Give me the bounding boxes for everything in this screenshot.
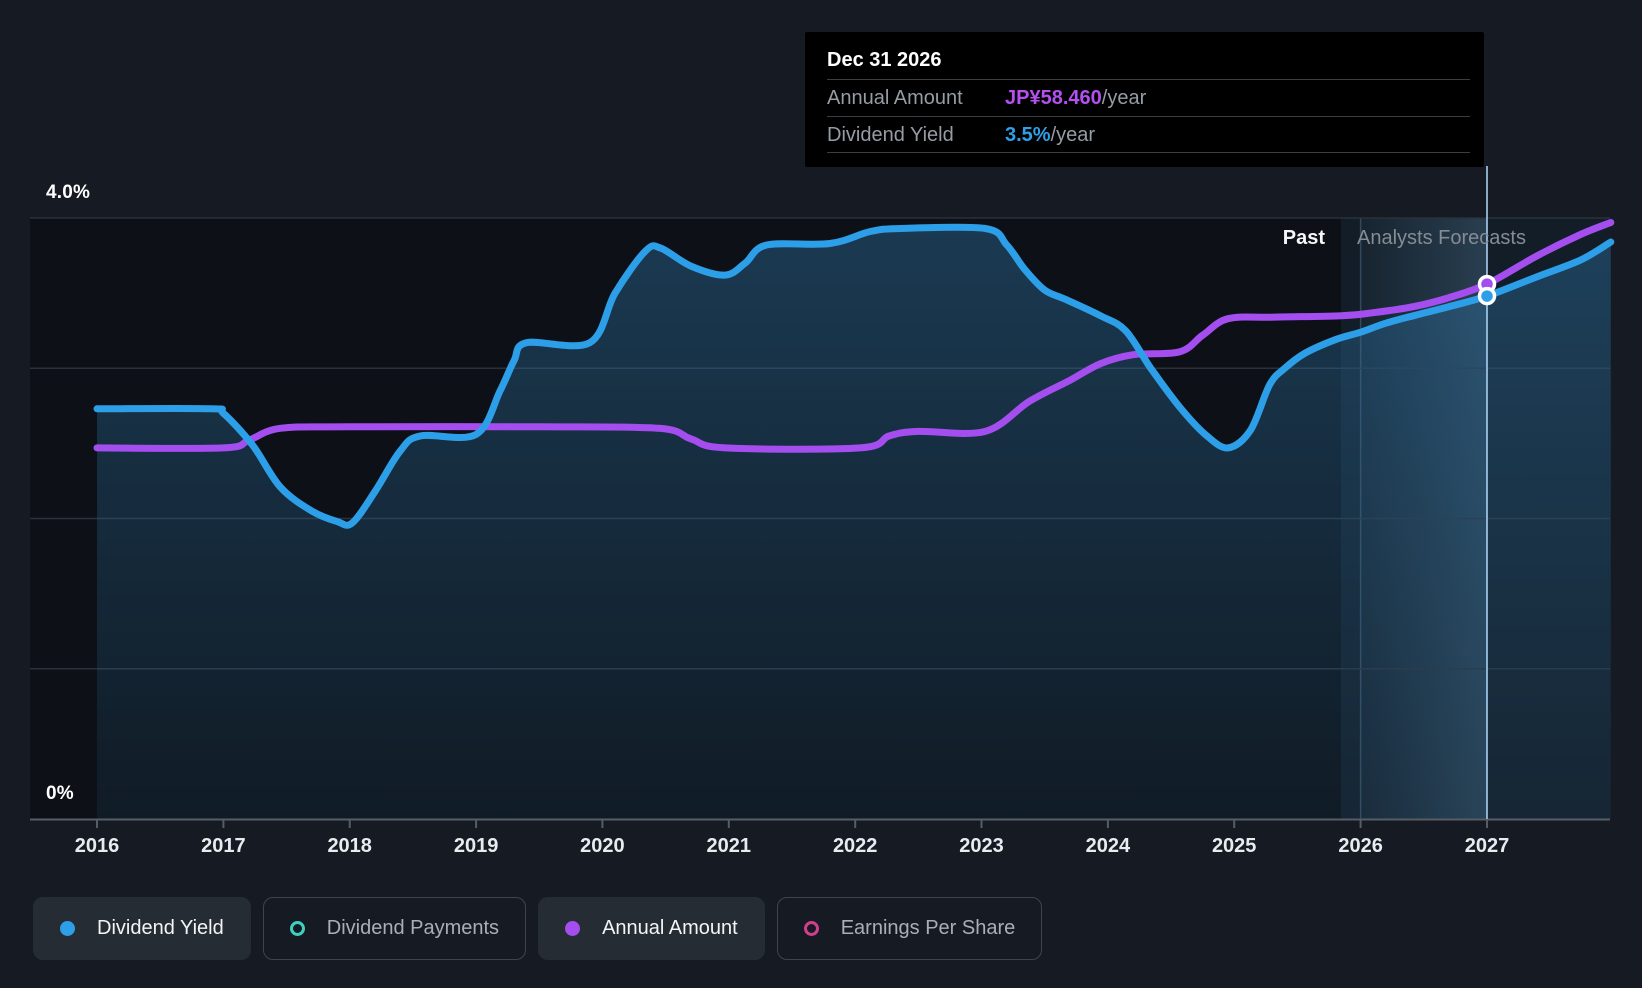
y-axis-bottom-label: 0% <box>46 783 74 804</box>
dividend-payments-ring-icon <box>289 921 305 936</box>
earnings-per-share-ring-icon <box>803 921 819 936</box>
dividend-yield-value: 3.5%/year <box>1005 123 1096 146</box>
svg-text:2023: 2023 <box>959 835 1004 857</box>
svg-text:2020: 2020 <box>580 835 625 857</box>
svg-text:2022: 2022 <box>833 835 878 857</box>
legend-dividend-payments[interactable]: Dividend Payments <box>262 897 527 960</box>
svg-text:2027: 2027 <box>1465 835 1510 857</box>
svg-text:2016: 2016 <box>75 835 120 857</box>
svg-text:2026: 2026 <box>1338 835 1383 857</box>
tooltip-label: Annual Amount <box>827 86 963 109</box>
tooltip-date: Dec 31 2026 <box>827 49 942 71</box>
legend-dividend-yield[interactable]: Dividend Yield <box>33 897 251 960</box>
annual-amount-dot-icon <box>565 921 581 936</box>
svg-text:2024: 2024 <box>1086 835 1131 857</box>
tooltip-row-annual-amount: Annual Amount JP¥58.460/year <box>827 79 1470 116</box>
legend-label: Dividend Payments <box>326 917 500 939</box>
past-region-label: Past <box>1282 227 1325 249</box>
legend-annual-amount[interactable]: Annual Amount <box>538 897 765 960</box>
svg-text:2017: 2017 <box>201 835 246 857</box>
legend-label: Dividend Yield <box>97 917 224 939</box>
tooltip-bottom-divider <box>827 152 1470 154</box>
chart-tooltip: Dec 31 2026 Annual Amount JP¥58.460/year… <box>805 32 1484 167</box>
annual-amount-value: JP¥58.460/year <box>1005 86 1147 109</box>
svg-text:2021: 2021 <box>707 835 752 857</box>
legend-label: Annual Amount <box>602 917 738 939</box>
tooltip-row-dividend-yield: Dividend Yield 3.5%/year <box>827 116 1470 153</box>
legend-earnings-per-share[interactable]: Earnings Per Share <box>776 897 1043 960</box>
forecast-region-label: Analysts Forecasts <box>1357 227 1526 249</box>
svg-text:2018: 2018 <box>327 835 372 857</box>
tooltip-label: Dividend Yield <box>827 123 954 146</box>
chart-legend: Dividend Yield Dividend Payments Annual … <box>33 897 1043 960</box>
y-axis-top-label: 4.0% <box>46 182 91 203</box>
svg-text:2025: 2025 <box>1212 835 1257 857</box>
legend-label: Earnings Per Share <box>840 917 1016 939</box>
svg-text:2019: 2019 <box>454 835 499 857</box>
dividend-yield-dot-icon <box>60 921 75 936</box>
